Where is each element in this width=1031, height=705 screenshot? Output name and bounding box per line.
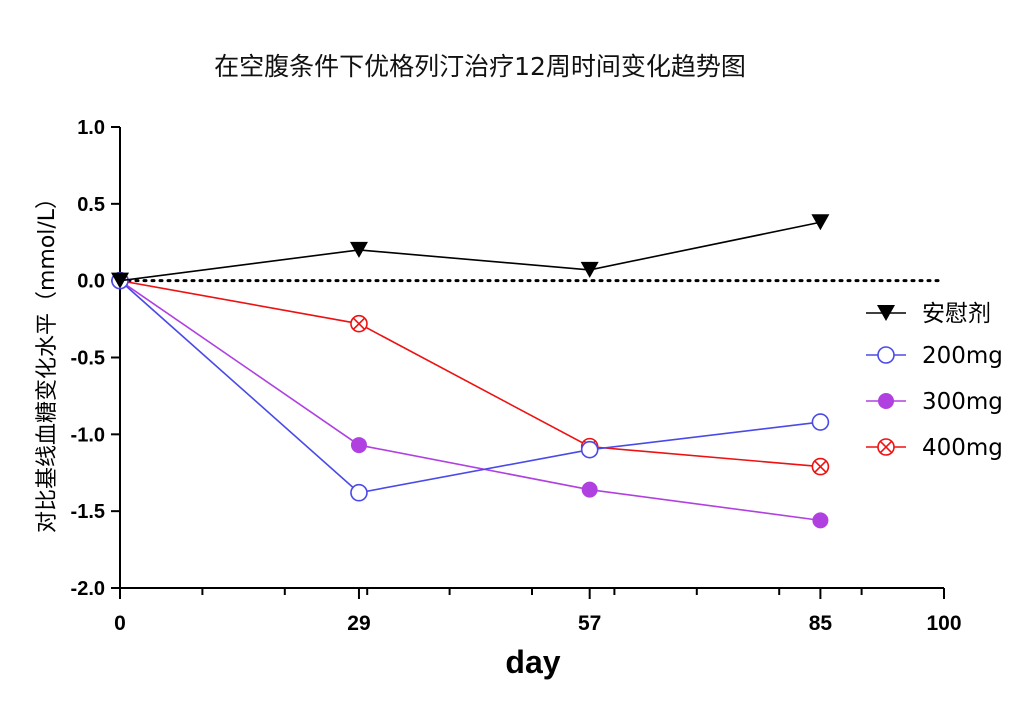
series-line bbox=[119, 221, 821, 282]
legend-item: 400mg bbox=[866, 435, 1003, 461]
data-point bbox=[812, 512, 829, 529]
legend-marker bbox=[877, 438, 895, 456]
legend-label: 安慰剂 bbox=[922, 301, 991, 327]
data-point bbox=[580, 440, 599, 459]
series-1 bbox=[111, 214, 830, 289]
y-tick-label: -2.0 bbox=[71, 578, 105, 600]
y-tick-label: 0.0 bbox=[77, 271, 105, 293]
series-line bbox=[119, 280, 821, 494]
series-line bbox=[119, 279, 821, 468]
legend-label: 400mg bbox=[922, 435, 1003, 461]
legend-marker bbox=[877, 346, 895, 364]
data-point bbox=[350, 437, 367, 454]
data-point bbox=[811, 413, 830, 431]
series-layer bbox=[111, 214, 830, 529]
legend-item: 300mg bbox=[866, 389, 1003, 415]
data-point bbox=[349, 241, 368, 258]
data-point bbox=[350, 314, 368, 333]
x-tick-label: 100 bbox=[926, 612, 961, 635]
data-point bbox=[350, 483, 368, 502]
data-point bbox=[111, 272, 129, 289]
y-tick-label: 1.0 bbox=[77, 117, 105, 139]
legend-marker bbox=[878, 393, 894, 409]
x-axis-label: day bbox=[505, 644, 560, 680]
legend: 安慰剂 200mg 300mg 400mg bbox=[866, 301, 1003, 461]
x-tick-label: 57 bbox=[578, 612, 601, 635]
y-axis-label: 对比基线血糖变化水平（mmol/L） bbox=[35, 187, 60, 533]
series-3 bbox=[112, 272, 829, 529]
legend-label: 200mg bbox=[922, 343, 1003, 369]
legend-marker bbox=[877, 305, 895, 321]
legend-label: 300mg bbox=[922, 389, 1003, 415]
data-point bbox=[580, 261, 599, 278]
y-tick-label: -1.0 bbox=[71, 424, 105, 446]
x-tick-label: 0 bbox=[114, 612, 126, 635]
y-tick-label: 0.5 bbox=[77, 194, 105, 216]
legend-item: 安慰剂 bbox=[866, 301, 991, 327]
series-4 bbox=[111, 271, 830, 476]
x-tick-label: 85 bbox=[809, 612, 833, 635]
axes: 1.0 0.5 0.0 -0.5 -1.0 -1.5 -2.0 0 29 57 85 100 bbox=[71, 117, 962, 635]
chart-title: 在空腹条件下优格列汀治疗12周时间变化趋势图 bbox=[214, 52, 746, 81]
data-point bbox=[811, 214, 830, 231]
data-point bbox=[581, 481, 598, 498]
data-point bbox=[811, 457, 830, 476]
series-line bbox=[119, 280, 821, 522]
legend-item: 200mg bbox=[866, 343, 1003, 369]
x-tick-label: 29 bbox=[347, 612, 370, 635]
y-tick-label: -0.5 bbox=[71, 348, 105, 370]
y-tick-label: -1.5 bbox=[71, 501, 105, 523]
